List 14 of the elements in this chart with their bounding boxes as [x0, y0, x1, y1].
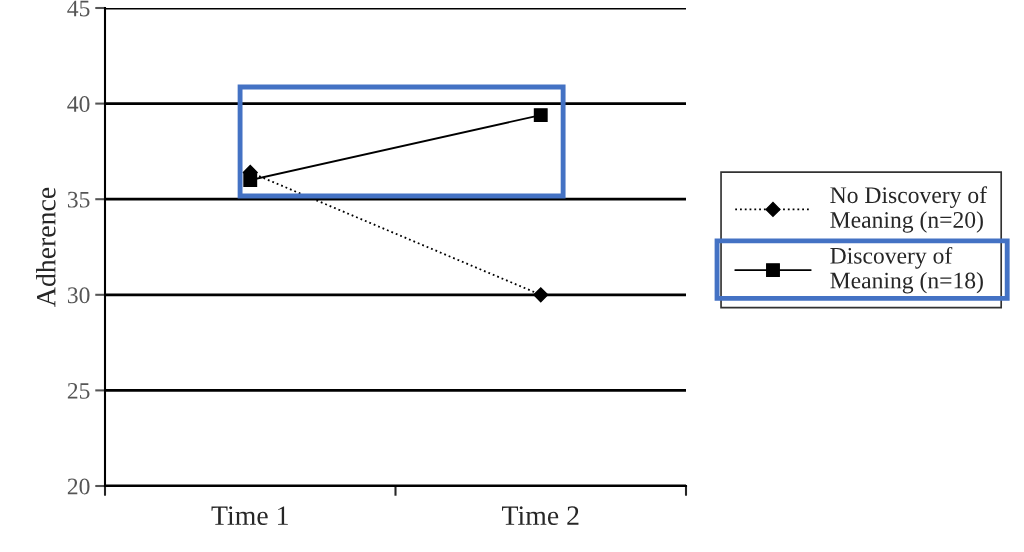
point: [243, 173, 258, 188]
y-tick-label: 20: [67, 478, 90, 495]
y-tick-label: 25: [67, 382, 90, 399]
x-tick-label: Time 1: [211, 506, 288, 525]
y-tick-label: 35: [67, 191, 90, 208]
y-tick-label: 30: [67, 287, 90, 304]
y-tick-label: 40: [67, 96, 90, 113]
legend-label: Discovery of Meaning (n=18): [830, 246, 983, 294]
y-tick-label: 45: [67, 0, 90, 17]
y-axis-title: Adherence: [36, 187, 56, 307]
x-tick-label: Time 2: [502, 506, 579, 525]
point: [533, 287, 549, 303]
legend-label: No Discovery of Meaning (n=20): [830, 186, 988, 233]
point: [533, 108, 548, 123]
